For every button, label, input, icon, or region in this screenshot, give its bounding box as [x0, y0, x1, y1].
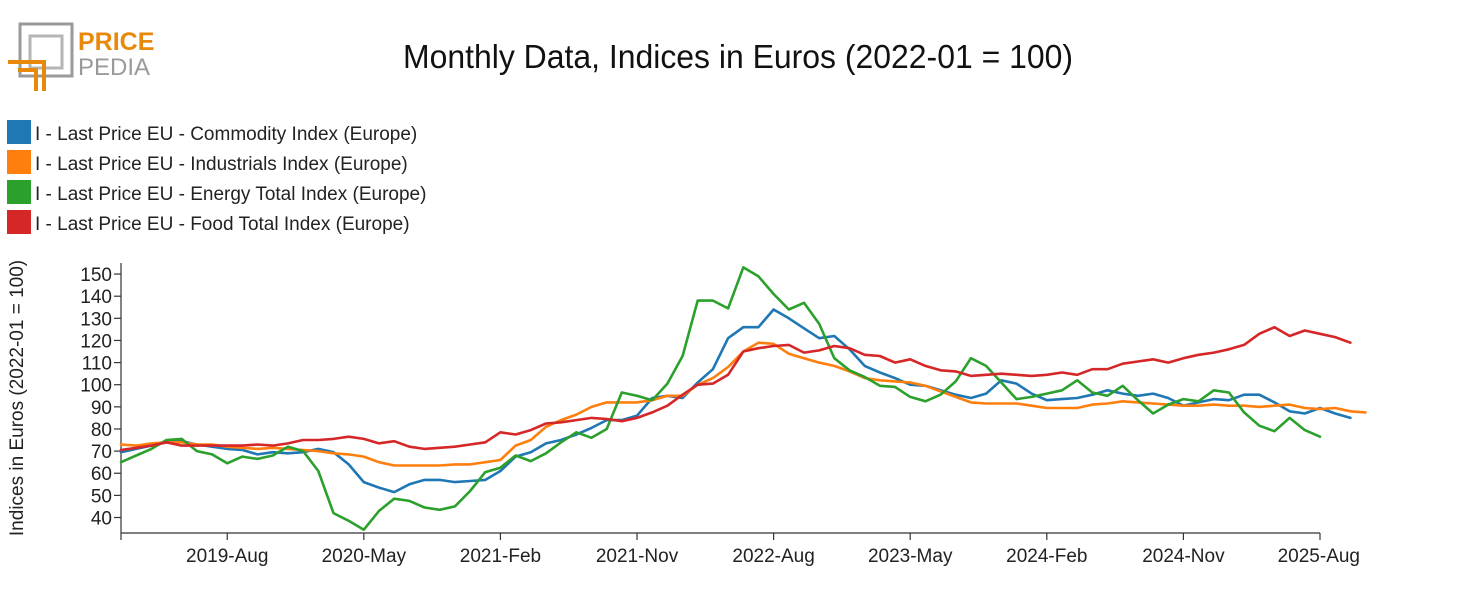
x-tick-label: 2021-Feb	[460, 546, 541, 567]
legend: I - Last Price EU - Commodity Index (Eur…	[7, 120, 426, 235]
series-line-1	[119, 341, 1367, 467]
x-tick-label: 2024-Nov	[1142, 546, 1225, 567]
y-tick-label: 70	[91, 442, 112, 463]
logo-mark-icon	[8, 22, 74, 91]
x-tick-label: 2025-Aug	[1278, 546, 1360, 567]
legend-label-1: I - Last Price EU - Industrials Index (E…	[35, 154, 408, 175]
legend-label-2: I - Last Price EU - Energy Total Index (…	[35, 184, 426, 205]
y-tick-label: 80	[91, 420, 112, 441]
x-tick-label: 2020-May	[322, 546, 407, 567]
y-axis-title: Indices in Euros (2022-01 = 100)	[7, 260, 28, 536]
series-group	[119, 266, 1367, 532]
series-line-0	[119, 308, 1352, 494]
logo-text-price: PRICE	[78, 28, 154, 56]
x-tick-label: 2019-Aug	[186, 546, 268, 567]
y-tick-label: 150	[80, 265, 112, 286]
chart-title: Monthly Data, Indices in Euros (2022-01 …	[403, 38, 1073, 75]
y-tick-label: 110	[82, 354, 112, 375]
legend-label-3: I - Last Price EU - Food Total Index (Eu…	[35, 214, 410, 235]
legend-label-0: I - Last Price EU - Commodity Index (Eur…	[35, 124, 417, 145]
y-tick-label: 50	[91, 486, 112, 507]
legend-swatch-0	[7, 120, 31, 144]
legend-swatch-3	[7, 210, 31, 234]
logo-text-pedia: PEDIA	[78, 54, 150, 81]
y-tick-label: 130	[80, 309, 112, 330]
x-tick-label: 2023-May	[868, 546, 953, 567]
series-line-3	[119, 325, 1352, 452]
y-tick-label: 40	[91, 509, 112, 530]
x-tick-label: 2021-Nov	[596, 546, 679, 567]
pricepedia-logo: PRICE PEDIA	[8, 22, 154, 91]
y-tick-label: 60	[91, 464, 112, 485]
y-tick-label: 90	[91, 398, 112, 419]
x-tick-label: 2022-Aug	[732, 546, 814, 567]
y-tick-label: 140	[80, 287, 112, 308]
y-tick-label: 120	[80, 331, 112, 352]
x-tick-label: 2024-Feb	[1006, 546, 1087, 567]
series-line-2	[119, 266, 1322, 532]
legend-swatch-2	[7, 180, 31, 204]
x-axis: 2019-Aug 2020-May 2021-Feb 2021-Nov 2022-Aug…	[120, 532, 1360, 567]
legend-swatch-1	[7, 150, 31, 174]
y-tick-label: 100	[80, 376, 112, 397]
